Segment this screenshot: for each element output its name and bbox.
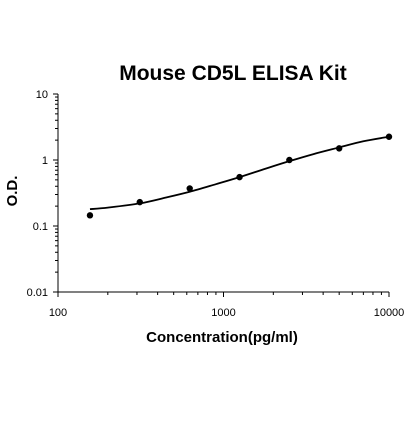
y-tick-label-2: 1 xyxy=(42,155,48,167)
data-point-3 xyxy=(236,173,243,181)
data-point-4 xyxy=(286,156,293,164)
data-point-1 xyxy=(136,198,143,206)
data-point-0 xyxy=(86,212,94,219)
plot-layer: 0.01 0.1 1 10 100 1000 10000 xyxy=(27,89,405,319)
y-tick-label-3: 10 xyxy=(36,89,48,101)
x-tick-label-1: 1000 xyxy=(211,307,235,319)
data-point-2 xyxy=(186,185,193,192)
x-axis-title: Concentration(pg/ml) xyxy=(146,329,298,346)
x-tick-label-2: 10000 xyxy=(374,307,405,319)
data-point-6 xyxy=(385,133,393,140)
chart-title: Mouse CD5L ELISA Kit xyxy=(119,62,347,85)
y-tick-label-0: 0.01 xyxy=(27,287,48,299)
y-tick-label-1: 0.1 xyxy=(33,221,48,233)
fit-curve-line-0 xyxy=(89,135,390,211)
x-tick-label-0: 100 xyxy=(49,307,67,319)
y-axis-title: O.D. xyxy=(4,176,21,207)
data-point-5 xyxy=(335,145,343,152)
